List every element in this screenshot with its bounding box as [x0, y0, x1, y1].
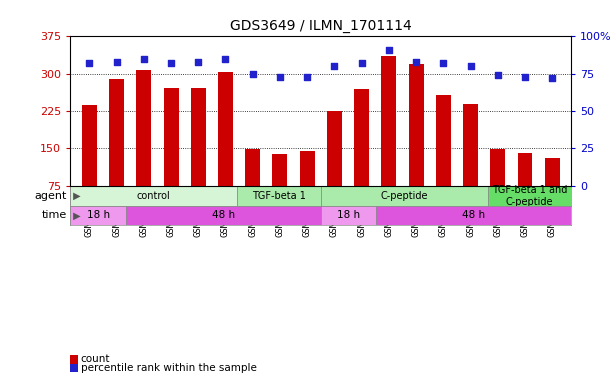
Point: [84, 60, 94, 66]
Bar: [436, 95, 451, 223]
Bar: [70, 206, 126, 225]
Bar: [321, 206, 376, 225]
Bar: [463, 104, 478, 223]
Bar: [299, 151, 315, 223]
Text: percentile rank within the sample: percentile rank within the sample: [81, 363, 257, 373]
Bar: [218, 72, 233, 223]
Bar: [273, 154, 287, 223]
Text: 48 h: 48 h: [463, 210, 485, 220]
Point: [275, 74, 285, 80]
Bar: [82, 105, 97, 223]
Bar: [518, 154, 532, 223]
Point: [166, 60, 176, 66]
Point: [112, 59, 122, 65]
Point: [466, 63, 475, 70]
Text: TGF-beta 1 and
C-peptide: TGF-beta 1 and C-peptide: [492, 185, 567, 207]
Bar: [545, 158, 560, 223]
Bar: [136, 70, 152, 223]
Bar: [237, 186, 321, 206]
Point: [411, 59, 421, 65]
Text: agent: agent: [35, 191, 67, 201]
Point: [139, 56, 148, 62]
Point: [302, 74, 312, 80]
Point: [547, 75, 557, 81]
Point: [357, 60, 367, 66]
Bar: [327, 111, 342, 223]
Bar: [70, 186, 237, 206]
Bar: [381, 56, 397, 223]
Bar: [488, 186, 571, 206]
Text: ▶: ▶: [70, 191, 81, 201]
Text: 18 h: 18 h: [87, 210, 109, 220]
Text: time: time: [42, 210, 67, 220]
Bar: [409, 64, 423, 223]
Bar: [376, 206, 571, 225]
Bar: [126, 206, 321, 225]
Text: 48 h: 48 h: [212, 210, 235, 220]
Point: [248, 71, 258, 77]
Point: [384, 47, 393, 53]
Point: [439, 60, 448, 66]
Text: GDS3649 / ILMN_1701114: GDS3649 / ILMN_1701114: [230, 19, 412, 33]
Text: count: count: [81, 354, 110, 364]
Text: control: control: [137, 191, 170, 201]
Point: [221, 56, 230, 62]
Point: [493, 72, 503, 78]
Text: ▶: ▶: [70, 210, 81, 220]
Bar: [164, 88, 178, 223]
Text: 18 h: 18 h: [337, 210, 360, 220]
Point: [329, 63, 339, 70]
Bar: [109, 79, 124, 223]
Bar: [490, 149, 505, 223]
Point: [193, 59, 203, 65]
Text: C-peptide: C-peptide: [381, 191, 428, 201]
Bar: [191, 88, 206, 223]
Bar: [354, 89, 369, 223]
Text: TGF-beta 1: TGF-beta 1: [252, 191, 306, 201]
Point: [520, 74, 530, 80]
Bar: [245, 149, 260, 223]
Bar: [321, 186, 488, 206]
